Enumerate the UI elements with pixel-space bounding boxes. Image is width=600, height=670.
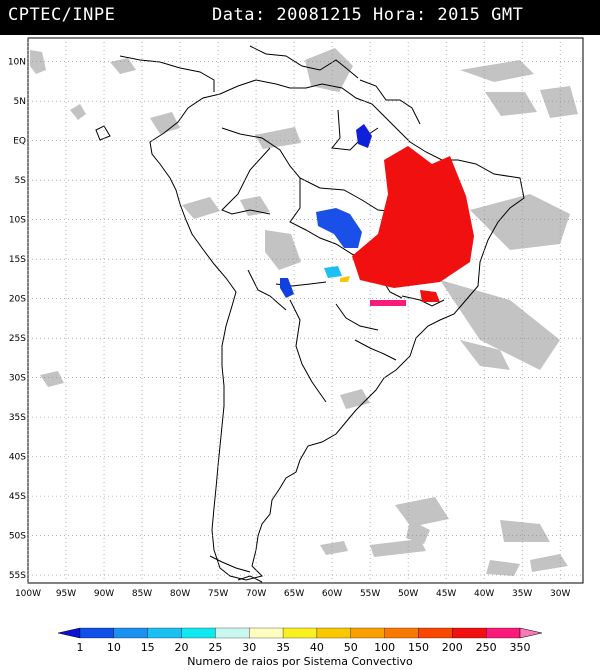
colorbar-tick-label: 250 [476, 641, 497, 654]
lon-label: 90W [94, 589, 114, 599]
lat-label: 5N [14, 97, 26, 107]
datetime-label: Data: 20081215 Hora: 2015 GMT [212, 5, 524, 25]
colorbar-swatch [350, 627, 385, 639]
graticule [27, 38, 583, 583]
lon-label: 100W [15, 589, 41, 599]
cloud-cover [30, 48, 578, 576]
lon-label: 80W [170, 589, 190, 599]
lon-label: 40W [474, 589, 494, 599]
lon-label: 60W [322, 589, 342, 599]
lon-label: 70W [246, 589, 266, 599]
colorbar-swatch [418, 627, 453, 639]
lon-label: 50W [398, 589, 418, 599]
colorbar-tick-label: 100 [374, 641, 395, 654]
colorbar-tick-label: 15 [141, 641, 155, 654]
colorbar-tick-label: 25 [208, 641, 222, 654]
colorbar-swatch [452, 627, 487, 639]
colorbar-tick-label: 1 [77, 641, 84, 654]
lon-label: 95W [56, 589, 76, 599]
colorbar-swatch [282, 627, 318, 639]
lat-label: 50S [9, 532, 26, 542]
colorbar-swatch [181, 627, 216, 639]
colorbar-tick-label: 20 [175, 641, 189, 654]
colorbar-tick-label: 350 [510, 641, 531, 654]
lat-label: 35S [9, 413, 26, 423]
colorbar-swatch [249, 627, 284, 639]
colorbar-arrow-right [519, 627, 543, 639]
lightning-cells [280, 124, 474, 306]
colorbar-swatch [79, 627, 114, 639]
colorbar-swatch [316, 627, 351, 639]
colorbar-tick-label: 200 [442, 641, 463, 654]
source-label: CPTEC/INPE [8, 5, 116, 25]
lat-label: 15S [9, 255, 26, 265]
lon-label: 45W [436, 589, 456, 599]
colorbar-tick-label: 40 [310, 641, 324, 654]
colorbar-arrow-left [57, 627, 81, 639]
lon-label: 85W [132, 589, 152, 599]
lon-label: 75W [208, 589, 228, 599]
longitude-labels: 100W 95W 90W 85W 80W 75W 70W 65W 60W 55W 50W 45W 40W… [15, 589, 571, 599]
lat-label: 45S [9, 492, 26, 502]
lat-label: 10S [9, 216, 26, 226]
colorbar-swatch [486, 627, 521, 639]
lat-label: 40S [9, 453, 26, 463]
lightning-map: 10N5NEQ5S10S15S20S25S30S35S40S45S50S55S … [8, 37, 584, 668]
colorbar: 1 10 15 20 25 30 35 40 50 100 150 200 250 350 [57, 627, 543, 654]
colorbar-swatch [113, 627, 148, 639]
colorbar-title: Numero de raios por Sistema Convectivo [187, 655, 413, 668]
colorbar-tick-label: 30 [242, 641, 256, 654]
lon-label: 30W [550, 589, 570, 599]
lat-label: 55S [9, 571, 26, 581]
lat-label: 30S [9, 374, 26, 384]
lon-label: 55W [360, 589, 380, 599]
colorbar-swatch [384, 627, 419, 639]
colorbar-swatch [147, 627, 182, 639]
colorbar-tick-label: 50 [344, 641, 358, 654]
latitude-labels: 10N 5N EQ 5S 10S 15S 20S 25S 30S 35S 40S 45S 50S 55S [8, 58, 26, 581]
colorbar-tick-label: 35 [276, 641, 290, 654]
colorbar-tick-label: 10 [107, 641, 121, 654]
lon-label: 65W [284, 589, 304, 599]
lat-label: 25S [9, 334, 26, 344]
lat-label: 10N [8, 58, 26, 68]
lon-label: 35W [512, 589, 532, 599]
colorbar-swatch [215, 627, 250, 639]
lat-label: EQ [13, 137, 26, 147]
lat-label: 20S [9, 295, 26, 305]
colorbar-tick-label: 150 [408, 641, 429, 654]
title-bar: CPTEC/INPE Data: 20081215 Hora: 2015 GMT [0, 0, 600, 35]
lat-label: 5S [15, 176, 27, 186]
